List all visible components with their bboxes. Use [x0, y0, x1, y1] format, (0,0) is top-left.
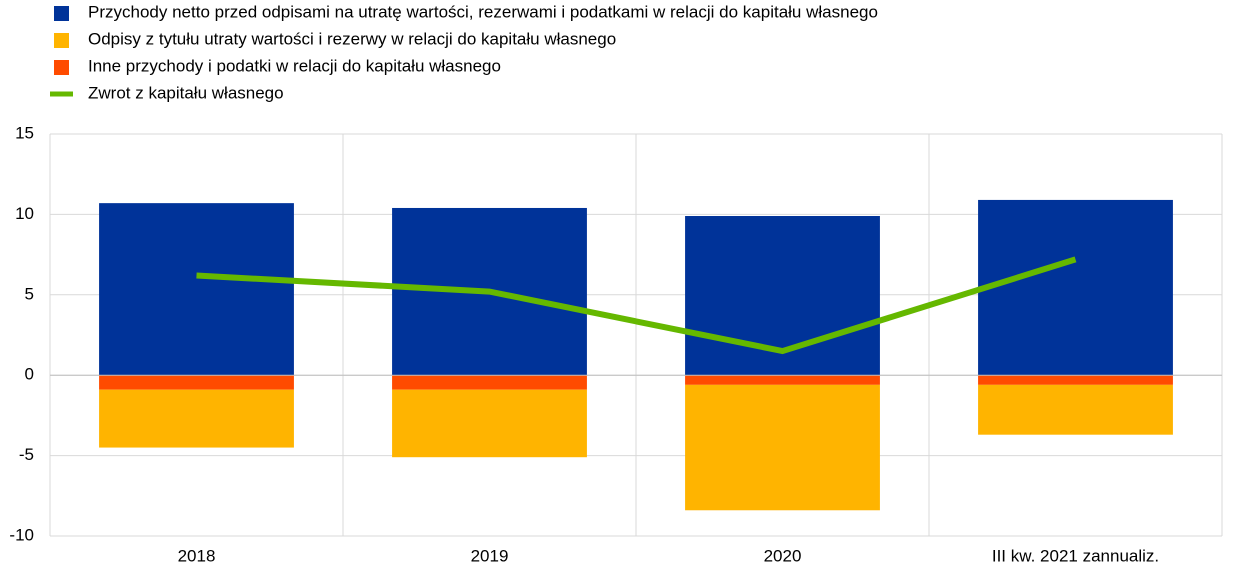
legend-label: Inne przychody i podatki w relacji do ka…: [88, 56, 501, 75]
y-tick-label: 0: [25, 365, 34, 384]
bar: [685, 375, 880, 385]
legend-swatch: [54, 33, 69, 48]
bar: [978, 199, 1173, 376]
bar: [99, 389, 294, 448]
bar: [685, 384, 880, 511]
y-tick-label: 10: [15, 204, 34, 223]
legend-label: Przychody netto przed odpisami na utratę…: [88, 2, 878, 21]
bar: [99, 203, 294, 376]
legend-label: Odpisy z tytułu utraty wartości i rezerw…: [88, 29, 616, 48]
bar: [392, 375, 587, 390]
bar: [392, 389, 587, 458]
x-tick-label: 2020: [764, 546, 802, 565]
y-tick-label: -10: [9, 525, 34, 544]
bar: [99, 375, 294, 390]
legend-label: Zwrot z kapitału własnego: [88, 83, 284, 102]
y-tick-label: 5: [25, 284, 34, 303]
line: [196, 256, 1077, 355]
legend-swatch: [54, 6, 69, 21]
bar: [978, 375, 1173, 385]
x-tick-label: 2018: [178, 546, 216, 565]
legend-swatch: [54, 60, 69, 75]
bar: [978, 384, 1173, 435]
x-tick-label: III kw. 2021 zannualiz.: [992, 546, 1159, 565]
x-tick-label: 2019: [471, 546, 509, 565]
y-tick-label: -5: [19, 445, 34, 464]
y-tick-label: 15: [15, 123, 34, 142]
